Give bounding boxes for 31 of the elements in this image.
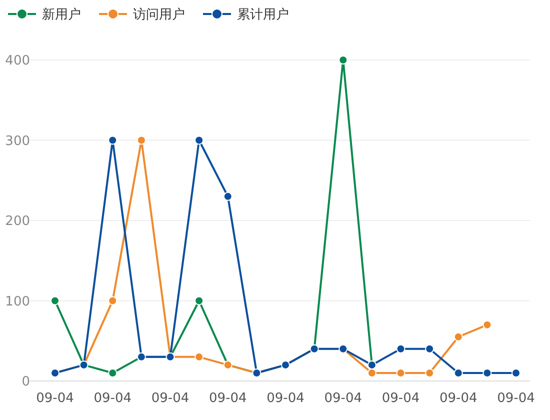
point xyxy=(194,296,204,306)
y-tick-label: 100 xyxy=(5,294,30,310)
legend-label: 访问用户 xyxy=(133,6,185,22)
y-tick-label: 200 xyxy=(5,214,30,230)
point xyxy=(425,344,434,354)
x-tick-label: 09-04 xyxy=(151,391,190,406)
point xyxy=(223,192,232,201)
legend-label: 新用户 xyxy=(42,8,81,22)
point xyxy=(425,368,434,378)
y-tick-label: 300 xyxy=(5,134,30,149)
point xyxy=(454,332,463,342)
point xyxy=(338,56,348,64)
point xyxy=(136,136,146,145)
legend-label: 累计用户 xyxy=(237,8,289,22)
x-tick-label: 09-04 xyxy=(94,391,132,406)
x-tick-label: 09-04 xyxy=(208,391,247,406)
x-tick-label: 09-04 xyxy=(266,391,304,406)
x-tick-label: 09-04 xyxy=(439,391,478,406)
point xyxy=(108,136,118,145)
x-tick-label: 09-04 xyxy=(36,391,74,406)
y-tick-label: 400 xyxy=(5,54,30,69)
point xyxy=(194,352,204,362)
point xyxy=(50,296,60,306)
x-tick-label: 09-04 xyxy=(497,391,535,406)
x-tick-label: 09-04 xyxy=(324,391,362,406)
point xyxy=(194,136,204,145)
y-tick-label: 0 xyxy=(22,374,30,390)
point xyxy=(482,320,492,330)
x-tick-label: 09-04 xyxy=(382,391,420,406)
point xyxy=(108,296,118,306)
point xyxy=(396,344,406,354)
